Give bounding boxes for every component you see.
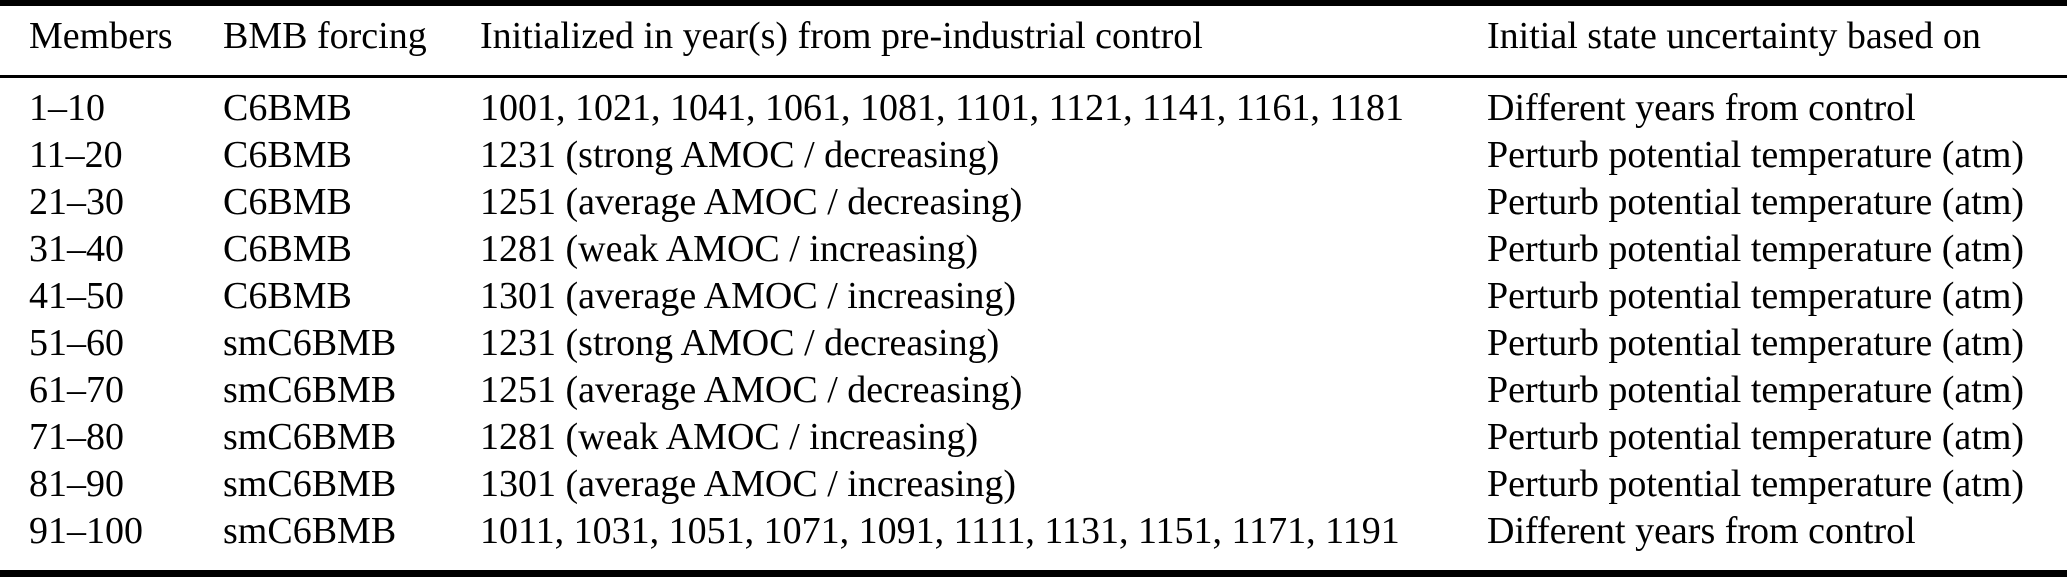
- cell-members: 1–10: [29, 87, 105, 129]
- table-row: 11–20 C6BMB 1231 (strong AMOC / decreasi…: [0, 132, 2067, 179]
- cell-uncertainty: Perturb potential temperature (atm): [1487, 463, 2025, 505]
- cell-initialized-years: 1011, 1031, 1051, 1071, 1091, 1111, 1131…: [480, 510, 1400, 552]
- cell-uncertainty: Perturb potential temperature (atm): [1487, 369, 2025, 411]
- cell-members: 71–80: [29, 416, 124, 458]
- column-header-members: Members: [0, 3, 194, 78]
- cell-initialized-years: 1301 (average AMOC / increasing): [480, 463, 1017, 505]
- table-row: 81–90 smC6BMB 1301 (average AMOC / incre…: [0, 461, 2067, 508]
- cell-members: 11–20: [29, 134, 123, 176]
- cell-initialized-years: 1001, 1021, 1041, 1061, 1081, 1101, 1121…: [480, 87, 1404, 129]
- column-header-bmb-forcing: BMB forcing: [194, 3, 451, 78]
- cell-initialized-years: 1281 (weak AMOC / increasing): [480, 228, 979, 270]
- cell-members: 81–90: [29, 463, 124, 505]
- cell-bmb-forcing: smC6BMB: [223, 510, 397, 552]
- cell-bmb-forcing: smC6BMB: [223, 322, 397, 364]
- table-row: 31–40 C6BMB 1281 (weak AMOC / increasing…: [0, 226, 2067, 273]
- table-row: 41–50 C6BMB 1301 (average AMOC / increas…: [0, 273, 2067, 320]
- table-row: 71–80 smC6BMB 1281 (weak AMOC / increasi…: [0, 414, 2067, 461]
- cell-bmb-forcing: C6BMB: [223, 228, 352, 270]
- cell-uncertainty: Different years from control: [1487, 87, 1916, 129]
- header-row: Members BMB forcing Initialized in year(…: [0, 3, 2067, 78]
- column-header-initial-state-uncertainty: Initial state uncertainty based on: [1458, 3, 2067, 78]
- cell-members: 31–40: [29, 228, 124, 270]
- cell-initialized-years: 1281 (weak AMOC / increasing): [480, 416, 979, 458]
- cell-bmb-forcing: smC6BMB: [223, 369, 397, 411]
- table-row: 61–70 smC6BMB 1251 (average AMOC / decre…: [0, 367, 2067, 414]
- table-row: 91–100 smC6BMB 1011, 1031, 1051, 1071, 1…: [0, 508, 2067, 574]
- cell-members: 21–30: [29, 181, 124, 223]
- cell-members: 51–60: [29, 322, 124, 364]
- cell-bmb-forcing: smC6BMB: [223, 416, 397, 458]
- cell-uncertainty: Perturb potential temperature (atm): [1487, 416, 2025, 458]
- cell-members: 61–70: [29, 369, 124, 411]
- table-row: 21–30 C6BMB 1251 (average AMOC / decreas…: [0, 179, 2067, 226]
- table-row: 51–60 smC6BMB 1231 (strong AMOC / decrea…: [0, 320, 2067, 367]
- cell-initialized-years: 1301 (average AMOC / increasing): [480, 275, 1017, 317]
- cell-uncertainty: Perturb potential temperature (atm): [1487, 134, 2025, 176]
- cell-uncertainty: Perturb potential temperature (atm): [1487, 228, 2025, 270]
- cell-members: 91–100: [29, 510, 143, 552]
- cell-initialized-years: 1231 (strong AMOC / decreasing): [480, 322, 1000, 364]
- cell-bmb-forcing: C6BMB: [223, 275, 352, 317]
- cell-uncertainty: Perturb potential temperature (atm): [1487, 322, 2025, 364]
- table-row: 1–10 C6BMB 1001, 1021, 1041, 1061, 1081,…: [0, 77, 2067, 133]
- cell-members: 41–50: [29, 275, 124, 317]
- cell-bmb-forcing: smC6BMB: [223, 463, 397, 505]
- cell-uncertainty: Different years from control: [1487, 510, 1916, 552]
- cell-bmb-forcing: C6BMB: [223, 87, 352, 129]
- table-body: 1–10 C6BMB 1001, 1021, 1041, 1061, 1081,…: [0, 77, 2067, 574]
- cell-initialized-years: 1251 (average AMOC / decreasing): [480, 369, 1023, 411]
- column-header-initialized-years: Initialized in year(s) from pre-industri…: [451, 3, 1458, 78]
- cell-bmb-forcing: C6BMB: [223, 134, 352, 176]
- cell-initialized-years: 1251 (average AMOC / decreasing): [480, 181, 1023, 223]
- cell-uncertainty: Perturb potential temperature (atm): [1487, 181, 2025, 223]
- cell-uncertainty: Perturb potential temperature (atm): [1487, 275, 2025, 317]
- cell-bmb-forcing: C6BMB: [223, 181, 352, 223]
- table-header: Members BMB forcing Initialized in year(…: [0, 3, 2067, 78]
- cell-initialized-years: 1231 (strong AMOC / decreasing): [480, 134, 1000, 176]
